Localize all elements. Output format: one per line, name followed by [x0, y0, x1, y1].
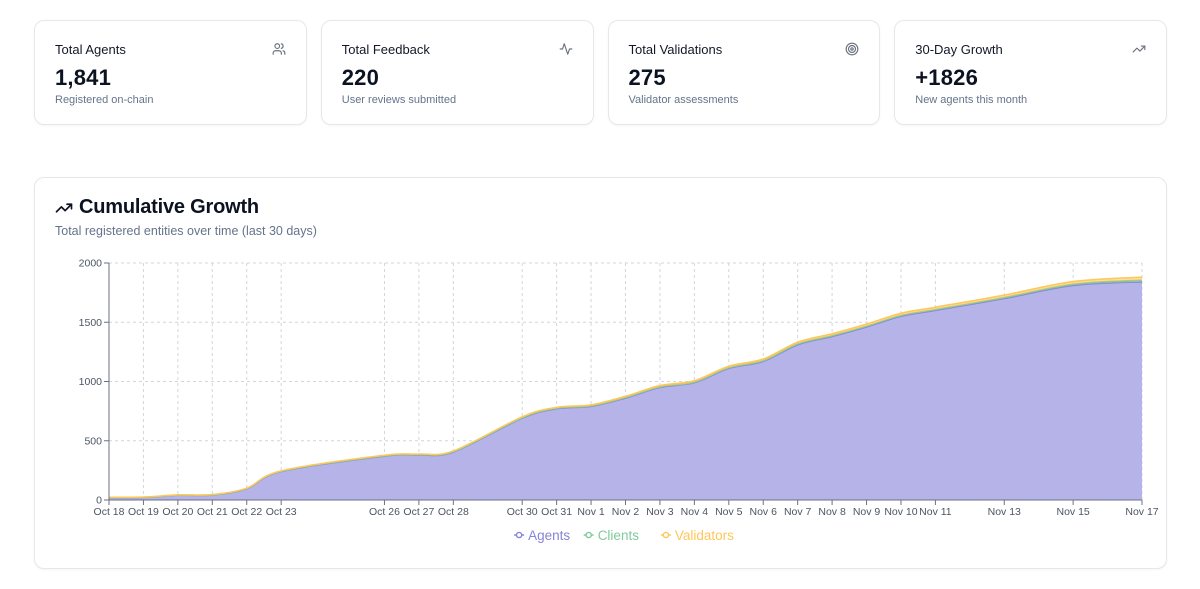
- y-tick-label: 1500: [79, 317, 103, 329]
- x-tick-label: Oct 30: [507, 506, 538, 518]
- chart-header: Cumulative Growth: [55, 196, 259, 219]
- x-tick-label: Nov 11: [919, 506, 952, 518]
- x-tick-label: Nov 3: [646, 506, 674, 518]
- legend-item-clients: Clients: [583, 528, 640, 543]
- line-validators: [108, 276, 1143, 499]
- x-tick-label: Nov 1: [577, 506, 605, 518]
- trending-up-icon: [55, 199, 73, 217]
- x-tick-label: Oct 20: [162, 506, 193, 518]
- stat-value: 220: [341, 65, 380, 90]
- users-icon: [272, 42, 286, 56]
- x-tick-label: Nov 4: [681, 506, 709, 518]
- x-tick-label: Nov 7: [784, 506, 812, 518]
- stat-title: 30-Day Growth: [915, 42, 1003, 57]
- chart-areas: [108, 276, 1143, 500]
- stat-value: 275: [628, 65, 666, 90]
- stats-row: Total Agents 1,841 Registered on-chain T…: [34, 20, 1167, 125]
- stat-title: Total Feedback: [341, 42, 430, 57]
- x-tick-label: Oct 18: [94, 506, 125, 518]
- legend-label: Validators: [675, 528, 734, 543]
- trending-up-icon: [1132, 42, 1146, 56]
- stat-card-total-feedback: Total Feedback 220 User reviews submitte…: [320, 20, 594, 125]
- x-tick-label: Oct 31: [541, 506, 572, 518]
- legend-item-agents: Agents: [514, 528, 570, 543]
- x-tick-label: Oct 26: [369, 506, 400, 518]
- x-tick-label: Nov 15: [1056, 506, 1089, 518]
- activity-icon: [559, 42, 573, 56]
- chart-axes: 0 500 1000 1500 2000 Oct 18 Oct 19 Oct 20 Oct 21…: [79, 258, 1159, 519]
- legend-label: Clients: [598, 528, 640, 543]
- y-tick-label: 0: [96, 495, 102, 507]
- x-tick-label: Oct 23: [266, 506, 297, 518]
- stat-title: Total Agents: [55, 42, 126, 57]
- legend-label: Agents: [528, 528, 570, 543]
- x-tick-label: Nov 17: [1125, 506, 1158, 518]
- x-tick-label: Nov 2: [612, 506, 640, 518]
- stat-card-total-agents: Total Agents 1,841 Registered on-chain: [34, 20, 307, 125]
- stat-subtitle: Validator assessments: [628, 94, 739, 106]
- legend-item-validators: Validators: [660, 528, 734, 543]
- x-tick-label: Oct 28: [438, 506, 469, 518]
- x-tick-label: Nov 10: [884, 506, 917, 518]
- x-tick-label: Nov 8: [818, 506, 846, 518]
- growth-area-chart: 0 500 1000 1500 2000 Oct 18 Oct 19 Oct 20 Oct 21…: [79, 258, 1159, 544]
- x-tick-label: Oct 22: [231, 506, 262, 518]
- legend-marker-dot: [515, 531, 523, 539]
- stat-value: +1826: [915, 65, 979, 90]
- target-icon: [845, 42, 859, 56]
- x-tick-label: Oct 21: [197, 506, 228, 518]
- x-tick-label: Oct 19: [128, 506, 159, 518]
- x-tick-label: Nov 13: [988, 506, 1021, 518]
- chart-legend: Agents Clients Validators: [514, 528, 734, 543]
- stat-title: Total Validations: [628, 42, 723, 57]
- y-tick-label: 500: [84, 435, 102, 447]
- y-tick-label: 2000: [79, 258, 103, 270]
- cumulative-growth-card: Cumulative Growth Total registered entit…: [34, 177, 1167, 569]
- stat-subtitle: New agents this month: [915, 94, 1028, 106]
- chart-subtitle: Total registered entities over time (las…: [55, 224, 317, 238]
- area-agents: [109, 281, 1142, 500]
- legend-marker-dot: [662, 531, 670, 539]
- stat-card-total-validations: Total Validations 275 Validator assessme…: [607, 20, 881, 125]
- stat-card-30-day-growth: 30-Day Growth +1826 New agents this mont…: [894, 20, 1167, 125]
- stat-subtitle: Registered on-chain: [55, 94, 154, 106]
- legend-marker-dot: [585, 531, 593, 539]
- x-tick-label: Nov 5: [715, 506, 743, 518]
- x-tick-label: Oct 27: [403, 506, 434, 518]
- stat-value: 1,841: [55, 65, 112, 90]
- y-tick-label: 1000: [79, 376, 103, 388]
- x-tick-label: Nov 9: [853, 506, 881, 518]
- stat-subtitle: User reviews submitted: [341, 94, 457, 106]
- chart-title: Cumulative Growth: [79, 196, 259, 218]
- x-tick-label: Nov 6: [750, 506, 778, 518]
